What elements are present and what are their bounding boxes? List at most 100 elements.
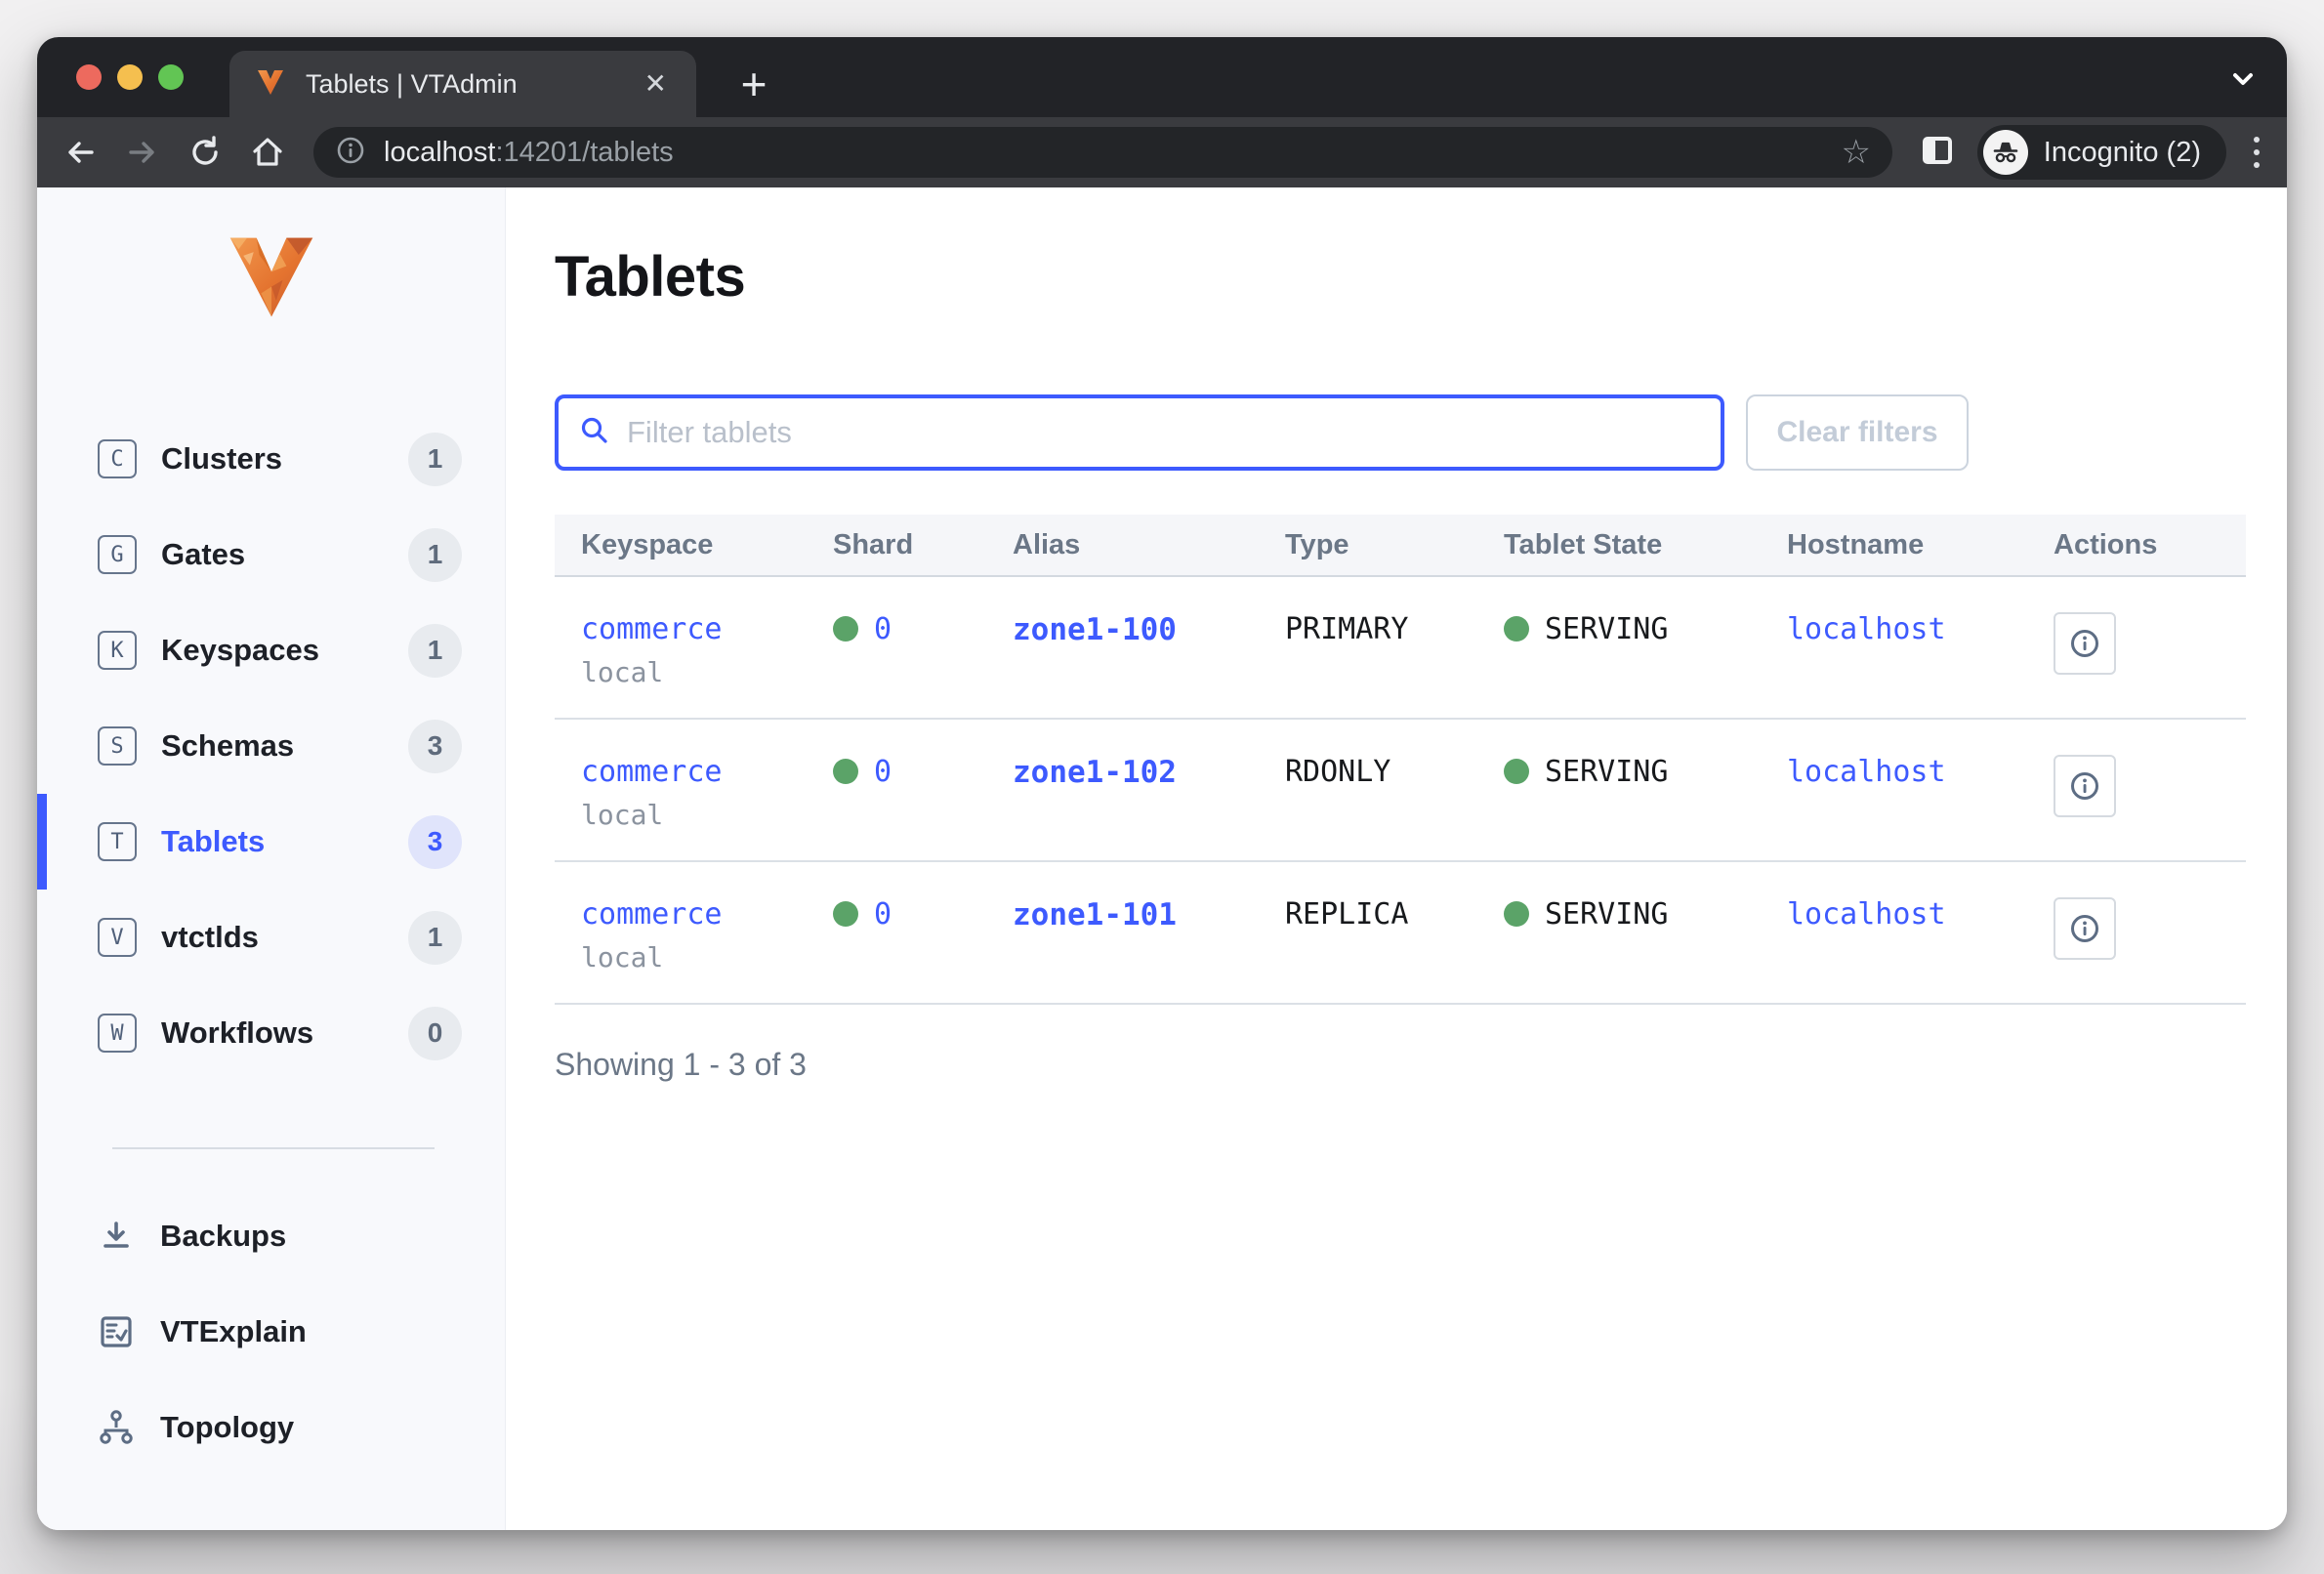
clusters-icon: C — [98, 439, 137, 478]
shard-link[interactable]: 0 — [874, 897, 892, 932]
clear-filters-button[interactable]: Clear filters — [1746, 394, 1969, 471]
download-icon — [94, 1217, 139, 1256]
sidebar-item-gates[interactable]: G Gates 1 — [37, 507, 505, 602]
tablet-state: SERVING — [1545, 755, 1668, 789]
browser-menu-icon[interactable] — [2248, 131, 2265, 174]
column-header-type: Type — [1259, 515, 1477, 575]
count-badge: 3 — [408, 720, 462, 773]
cluster-name: local — [581, 941, 807, 973]
vtadmin-page: C Clusters 1 G Gates 1 K Keyspaces 1 S S… — [37, 187, 2287, 1530]
back-icon[interactable] — [49, 121, 111, 184]
info-icon — [2066, 625, 2103, 662]
info-icon — [2066, 910, 2103, 947]
tablet-type: RDONLY — [1259, 720, 1477, 860]
tablets-icon: T — [98, 822, 137, 861]
column-header-shard: Shard — [807, 515, 986, 575]
window-controls — [76, 37, 184, 117]
schemas-icon: S — [98, 726, 137, 766]
shard-status-dot — [833, 616, 858, 642]
column-header-alias: Alias — [986, 515, 1259, 575]
minimize-window-button[interactable] — [117, 64, 143, 90]
sidebar-nav: C Clusters 1 G Gates 1 K Keyspaces 1 S S… — [37, 411, 505, 1081]
bookmark-star-icon[interactable]: ☆ — [1842, 136, 1871, 169]
state-status-dot — [1504, 616, 1529, 642]
tab-search-chevron-icon[interactable] — [2226, 62, 2260, 101]
vtctlds-icon: V — [98, 918, 137, 957]
shard-status-dot — [833, 901, 858, 927]
shard-status-dot — [833, 759, 858, 784]
keyspace-link[interactable]: commerce — [581, 755, 723, 789]
shard-link[interactable]: 0 — [874, 612, 892, 646]
new-tab-button[interactable]: + — [726, 59, 781, 109]
url-path: :14201/tablets — [495, 137, 673, 168]
hostname-link[interactable]: localhost — [1787, 612, 1946, 646]
hostname-link[interactable]: localhost — [1787, 897, 1946, 932]
home-icon[interactable] — [236, 121, 299, 184]
browser-toolbar: localhost:14201/tablets ☆ — [37, 117, 2287, 187]
page-title: Tablets — [555, 244, 745, 310]
profile-badge[interactable]: Incognito (2) — [1977, 125, 2226, 180]
tab-title: Tablets | VTAdmin — [306, 69, 641, 100]
topology-icon — [94, 1408, 139, 1447]
sidebar-divider — [112, 1147, 435, 1149]
zoom-window-button[interactable] — [158, 64, 184, 90]
count-badge: 0 — [408, 1007, 462, 1060]
sidebar-item-schemas[interactable]: S Schemas 3 — [37, 698, 505, 794]
reload-icon[interactable] — [174, 121, 236, 184]
toolbar-right-cluster: Incognito (2) — [1919, 123, 2265, 182]
info-icon — [2066, 767, 2103, 805]
count-badge: 3 — [408, 815, 462, 869]
browser-tab[interactable]: Tablets | VTAdmin ✕ — [229, 51, 696, 117]
row-info-button[interactable] — [2054, 897, 2116, 960]
cluster-name: local — [581, 799, 807, 831]
tablet-state: SERVING — [1545, 612, 1668, 646]
count-badge: 1 — [408, 528, 462, 582]
close-window-button[interactable] — [76, 64, 102, 90]
column-header-actions: Actions — [2027, 515, 2246, 575]
sidebar-item-backups[interactable]: Backups — [37, 1188, 505, 1284]
tablet-type: REPLICA — [1259, 862, 1477, 1003]
sidebar: C Clusters 1 G Gates 1 K Keyspaces 1 S S… — [37, 187, 506, 1530]
sidebar-tools: Backups VTExplain — [37, 1188, 505, 1475]
tablet-state: SERVING — [1545, 897, 1668, 932]
keyspace-link[interactable]: commerce — [581, 897, 723, 932]
vitess-logo — [37, 234, 506, 320]
incognito-label: Incognito (2) — [2044, 137, 2201, 169]
filter-tablets-input[interactable] — [627, 415, 1701, 450]
filter-box — [555, 394, 1724, 471]
browser-window: Tablets | VTAdmin ✕ + — [37, 37, 2287, 1530]
vitess-favicon-icon — [255, 66, 286, 103]
sidebar-item-vtctlds[interactable]: V vtctlds 1 — [37, 890, 505, 985]
alias-link[interactable]: zone1-101 — [1013, 897, 1177, 932]
table-row: commerce local 0 zone1-102 RDONLY SERVIN… — [555, 720, 2246, 862]
table-row: commerce local 0 zone1-101 REPLICA SERVI… — [555, 862, 2246, 1005]
sidebar-item-clusters[interactable]: C Clusters 1 — [37, 411, 505, 507]
gates-icon: G — [98, 535, 137, 574]
site-info-icon[interactable] — [335, 135, 366, 171]
alias-link[interactable]: zone1-100 — [1013, 612, 1177, 647]
keyspace-link[interactable]: commerce — [581, 612, 723, 646]
sidebar-item-tablets[interactable]: T Tablets 3 — [37, 794, 505, 890]
column-header-keyspace: Keyspace — [555, 515, 807, 575]
url-host: localhost — [384, 137, 495, 168]
row-info-button[interactable] — [2054, 755, 2116, 817]
count-badge: 1 — [408, 433, 462, 486]
sidebar-item-vtexplain[interactable]: VTExplain — [37, 1284, 505, 1380]
forward-icon[interactable] — [111, 121, 174, 184]
tab-strip: Tablets | VTAdmin ✕ + — [37, 37, 2287, 117]
address-bar[interactable]: localhost:14201/tablets ☆ — [313, 127, 1892, 178]
state-status-dot — [1504, 759, 1529, 784]
sidebar-item-topology[interactable]: Topology — [37, 1380, 505, 1475]
sidebar-item-workflows[interactable]: W Workflows 0 — [37, 985, 505, 1081]
shard-link[interactable]: 0 — [874, 755, 892, 789]
search-icon — [578, 414, 611, 452]
row-info-button[interactable] — [2054, 612, 2116, 675]
column-header-tablet-state: Tablet State — [1477, 515, 1761, 575]
sidebar-item-keyspaces[interactable]: K Keyspaces 1 — [37, 602, 505, 698]
alias-link[interactable]: zone1-102 — [1013, 755, 1177, 790]
hostname-link[interactable]: localhost — [1787, 755, 1946, 789]
side-panel-icon[interactable] — [1919, 132, 1956, 174]
tablets-table: Keyspace Shard Alias Type Tablet State H… — [555, 515, 2246, 1005]
table-header-row: Keyspace Shard Alias Type Tablet State H… — [555, 515, 2246, 577]
close-tab-icon[interactable]: ✕ — [641, 66, 671, 102]
